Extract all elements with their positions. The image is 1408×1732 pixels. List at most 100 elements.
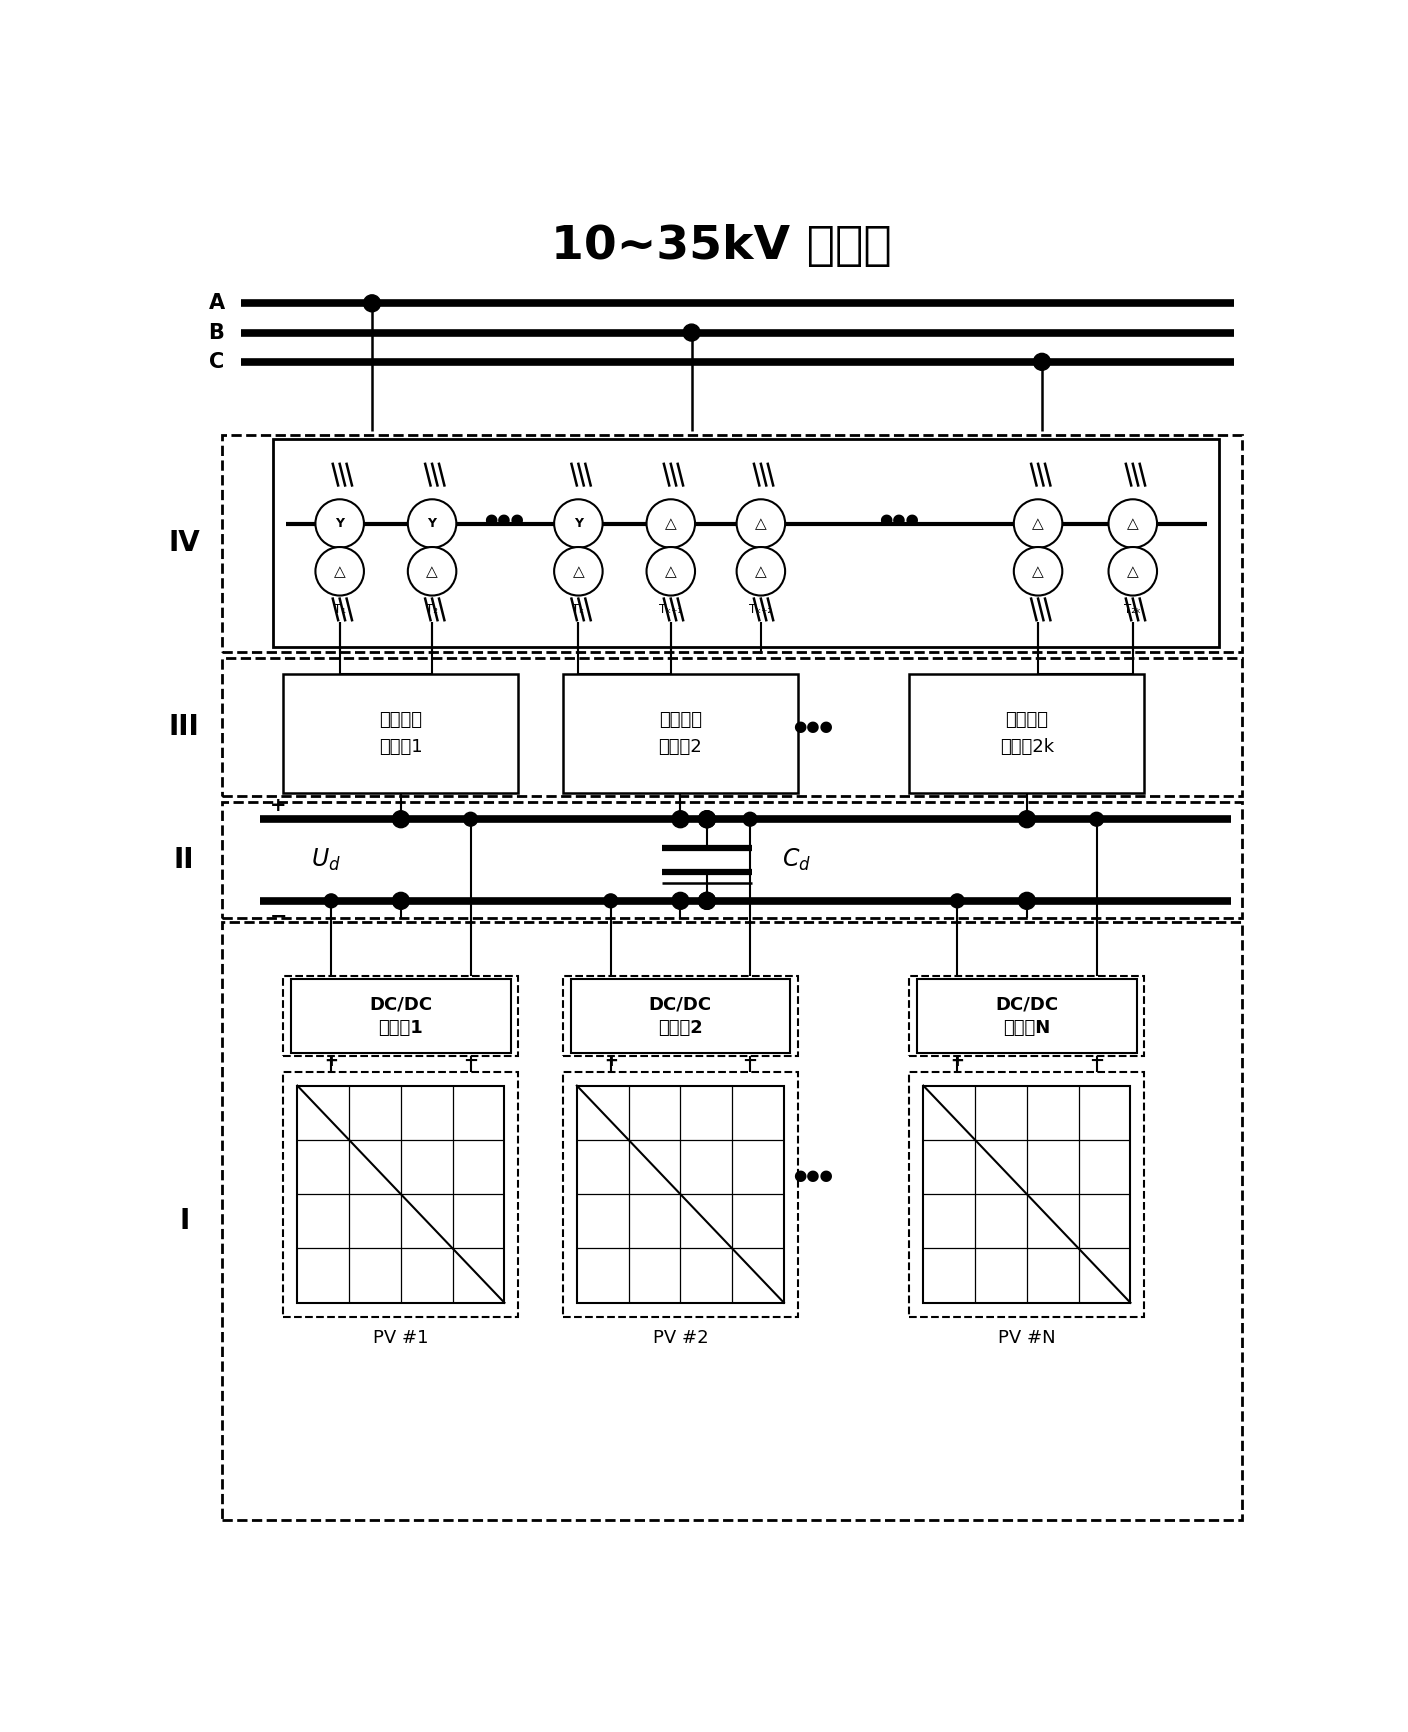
- Circle shape: [315, 499, 363, 547]
- Text: B: B: [208, 322, 224, 343]
- Text: △: △: [665, 516, 677, 532]
- Circle shape: [683, 324, 700, 341]
- Bar: [570, 979, 790, 1053]
- Text: +: +: [324, 1051, 338, 1070]
- Text: 10~35kV 配电网: 10~35kV 配电网: [551, 223, 893, 268]
- Text: A: A: [208, 293, 224, 313]
- Text: −: −: [463, 1051, 479, 1070]
- Circle shape: [698, 892, 715, 909]
- Text: +: +: [950, 1051, 964, 1070]
- Circle shape: [736, 499, 786, 547]
- Text: +: +: [270, 797, 286, 814]
- Bar: [283, 674, 518, 793]
- Circle shape: [555, 547, 603, 596]
- Circle shape: [393, 811, 410, 828]
- Circle shape: [646, 499, 696, 547]
- Text: △: △: [1126, 565, 1139, 578]
- Circle shape: [1033, 353, 1050, 371]
- Circle shape: [950, 894, 964, 908]
- Text: △: △: [334, 565, 345, 578]
- Text: PV #1: PV #1: [373, 1328, 428, 1347]
- Text: △: △: [755, 565, 767, 578]
- Circle shape: [408, 547, 456, 596]
- Circle shape: [1014, 499, 1062, 547]
- Text: IV: IV: [169, 528, 200, 556]
- Bar: [563, 1072, 798, 1316]
- Bar: [297, 1086, 504, 1302]
- Circle shape: [1014, 547, 1062, 596]
- Text: △: △: [755, 516, 767, 532]
- Circle shape: [672, 811, 689, 828]
- Bar: [577, 1086, 784, 1302]
- Bar: [917, 979, 1136, 1053]
- Text: ●●●: ●●●: [793, 1167, 834, 1183]
- Text: II: II: [175, 845, 194, 875]
- Text: 三相方波
逆变器2k: 三相方波 逆变器2k: [1000, 712, 1055, 755]
- Text: △: △: [1032, 565, 1043, 578]
- Circle shape: [698, 892, 715, 909]
- Circle shape: [315, 547, 363, 596]
- Bar: [222, 921, 1242, 1521]
- Text: DC/DC
变换器1: DC/DC 变换器1: [369, 996, 432, 1037]
- Circle shape: [672, 892, 689, 909]
- Bar: [273, 438, 1219, 646]
- Text: +: +: [604, 1051, 618, 1070]
- Circle shape: [1108, 547, 1157, 596]
- Text: Tₖ₊₂: Tₖ₊₂: [749, 603, 773, 617]
- Text: DC/DC
变换器N: DC/DC 变换器N: [995, 996, 1059, 1037]
- Circle shape: [698, 811, 715, 828]
- Bar: [910, 1072, 1145, 1316]
- Text: DC/DC
变换器2: DC/DC 变换器2: [649, 996, 712, 1037]
- Text: −: −: [269, 906, 287, 927]
- Circle shape: [393, 892, 410, 909]
- Bar: [222, 802, 1242, 918]
- Text: PV #N: PV #N: [998, 1328, 1056, 1347]
- Circle shape: [736, 547, 786, 596]
- Bar: [283, 975, 518, 1057]
- Text: △: △: [573, 565, 584, 578]
- Text: △: △: [427, 565, 438, 578]
- Bar: [563, 975, 798, 1057]
- Circle shape: [646, 547, 696, 596]
- Text: I: I: [179, 1207, 189, 1235]
- Text: ●●●: ●●●: [880, 513, 919, 527]
- Text: T₂ₖ: T₂ₖ: [1124, 603, 1142, 617]
- Text: 三相方波
逆变全2: 三相方波 逆变全2: [659, 712, 703, 755]
- Text: $C_d$: $C_d$: [783, 847, 811, 873]
- Text: Y: Y: [574, 518, 583, 530]
- Circle shape: [555, 499, 603, 547]
- Circle shape: [463, 812, 477, 826]
- Text: −: −: [742, 1051, 758, 1070]
- Text: T₂: T₂: [427, 603, 438, 617]
- Circle shape: [1108, 499, 1157, 547]
- Circle shape: [324, 894, 338, 908]
- Text: △: △: [665, 565, 677, 578]
- Bar: [910, 674, 1145, 793]
- Text: Y: Y: [428, 518, 436, 530]
- Text: III: III: [169, 714, 200, 741]
- Text: Y: Y: [335, 518, 344, 530]
- Text: 三相方波
逆变全1: 三相方波 逆变全1: [379, 712, 422, 755]
- Circle shape: [1090, 812, 1104, 826]
- Circle shape: [1018, 892, 1035, 909]
- Text: C: C: [208, 352, 224, 372]
- Bar: [222, 435, 1242, 653]
- Circle shape: [363, 294, 380, 312]
- Text: △: △: [1032, 516, 1043, 532]
- Text: △: △: [1126, 516, 1139, 532]
- Text: T₁: T₁: [334, 603, 346, 617]
- Circle shape: [743, 812, 758, 826]
- Circle shape: [408, 499, 456, 547]
- Bar: [563, 674, 798, 793]
- Circle shape: [698, 811, 715, 828]
- Text: $U_d$: $U_d$: [311, 847, 341, 873]
- Text: PV #2: PV #2: [652, 1328, 708, 1347]
- Bar: [283, 1072, 518, 1316]
- Circle shape: [1018, 811, 1035, 828]
- Bar: [222, 658, 1242, 797]
- Circle shape: [604, 894, 618, 908]
- Text: −: −: [1088, 1051, 1104, 1070]
- Text: Tₖ₊₁: Tₖ₊₁: [659, 603, 683, 617]
- Bar: [910, 975, 1145, 1057]
- Text: ●●●: ●●●: [793, 719, 834, 734]
